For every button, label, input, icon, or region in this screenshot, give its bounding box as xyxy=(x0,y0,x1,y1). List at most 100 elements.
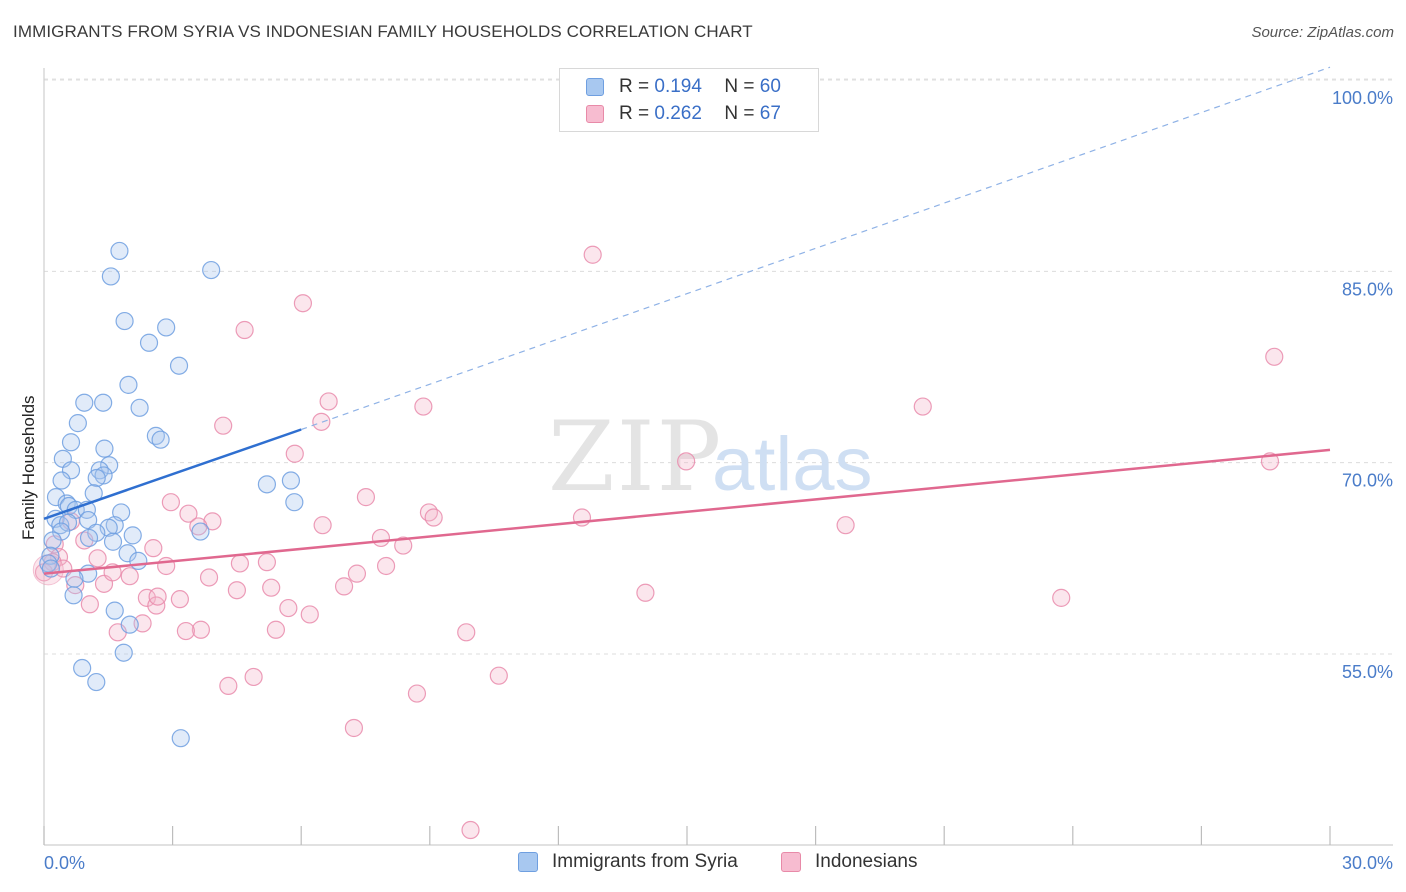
indonesians-point-38[interactable] xyxy=(120,567,139,586)
syria-point-52[interactable] xyxy=(65,569,84,588)
indonesians-point-58[interactable] xyxy=(457,623,476,642)
syria-point-0[interactable] xyxy=(110,241,129,261)
indonesians-point-50[interactable] xyxy=(80,595,99,614)
indonesians-point-45[interactable] xyxy=(636,583,655,602)
syria-point-53[interactable] xyxy=(64,586,83,605)
indonesians-point-61[interactable] xyxy=(219,676,238,695)
syria-point-6[interactable] xyxy=(169,356,189,375)
syria-point-18[interactable] xyxy=(61,461,81,480)
syria-point-2[interactable] xyxy=(202,260,221,280)
indonesians-point-31[interactable] xyxy=(257,553,277,572)
syria-point-56[interactable] xyxy=(114,643,133,662)
syria-point-58[interactable] xyxy=(87,672,106,692)
indonesians-point-27[interactable] xyxy=(144,539,163,558)
indonesians-point-29[interactable] xyxy=(88,549,107,568)
syria-point-22[interactable] xyxy=(52,471,71,490)
indonesians-legend-swatch xyxy=(781,852,801,872)
syria-point-34[interactable] xyxy=(79,510,98,530)
indonesians-point-7[interactable] xyxy=(312,412,331,431)
indonesians-point-9[interactable] xyxy=(285,444,304,463)
indonesians-point-60[interactable] xyxy=(244,667,263,687)
indonesians-point-63[interactable] xyxy=(344,718,364,738)
indonesians-points xyxy=(32,245,1284,840)
indonesians-point-66[interactable] xyxy=(148,587,167,606)
r-label: R = xyxy=(619,76,650,97)
indonesians-point-10[interactable] xyxy=(677,452,696,471)
syria-point-13[interactable] xyxy=(151,430,170,449)
syria-trend-line xyxy=(43,428,302,520)
indonesians-point-8[interactable] xyxy=(214,416,233,435)
indonesians-point-19[interactable] xyxy=(313,516,332,535)
indonesians-point-44[interactable] xyxy=(227,581,246,600)
syria-point-49[interactable] xyxy=(39,554,58,573)
indonesians-point-64[interactable] xyxy=(461,820,480,840)
syria-point-55[interactable] xyxy=(120,615,139,634)
indonesians-legend-label: Indonesians xyxy=(815,851,918,872)
indonesians-point-34[interactable] xyxy=(376,556,396,576)
syria-point-15[interactable] xyxy=(95,439,114,458)
indonesians-point-43[interactable] xyxy=(262,578,281,597)
syria-point-28[interactable] xyxy=(285,493,304,512)
indonesians-point-53[interactable] xyxy=(133,614,152,633)
syria-point-8[interactable] xyxy=(75,393,94,412)
y-tick-label-3: 100.0% xyxy=(1332,88,1393,108)
syria-point-21[interactable] xyxy=(87,468,106,488)
indonesians-point-4[interactable] xyxy=(319,392,338,411)
syria-point-5[interactable] xyxy=(139,333,159,352)
syria-point-1[interactable] xyxy=(101,267,120,286)
syria-point-3[interactable] xyxy=(115,311,134,331)
indonesians-point-39[interactable] xyxy=(199,568,219,587)
syria-point-10[interactable] xyxy=(130,398,149,417)
syria-point-4[interactable] xyxy=(157,318,176,337)
syria-point-17[interactable] xyxy=(100,456,119,475)
series-legend-indonesians[interactable]: Indonesians xyxy=(781,851,917,873)
syria-point-23[interactable] xyxy=(281,471,301,490)
series-legend-syria[interactable]: Immigrants from Syria xyxy=(518,851,738,873)
indonesians-point-24[interactable] xyxy=(394,536,413,555)
indonesians-point-1[interactable] xyxy=(293,294,313,313)
indonesians-point-17[interactable] xyxy=(424,508,443,527)
indonesians-point-51[interactable] xyxy=(279,598,298,618)
indonesians-point-32[interactable] xyxy=(230,554,250,573)
syria-point-43[interactable] xyxy=(123,526,142,545)
indonesians-n-value: 67 xyxy=(759,103,781,124)
syria-point-7[interactable] xyxy=(119,375,138,394)
indonesians-point-33[interactable] xyxy=(157,556,176,576)
indonesians-point-57[interactable] xyxy=(266,620,286,639)
indonesians-point-55[interactable] xyxy=(191,620,210,639)
indonesians-point-37[interactable] xyxy=(347,564,367,583)
syria-point-48[interactable] xyxy=(129,551,148,570)
indonesians-point-5[interactable] xyxy=(414,397,433,416)
indonesians-point-59[interactable] xyxy=(489,666,508,685)
indonesians-point-0[interactable] xyxy=(583,245,602,264)
indonesians-point-48[interactable] xyxy=(170,590,189,609)
syria-point-45[interactable] xyxy=(103,532,123,551)
syria-point-11[interactable] xyxy=(68,414,87,433)
indonesians-point-52[interactable] xyxy=(300,605,319,624)
indonesians-point-6[interactable] xyxy=(913,397,932,416)
indonesians-point-18[interactable] xyxy=(836,516,855,535)
n-label: N = xyxy=(724,76,755,97)
indonesians-point-2[interactable] xyxy=(235,320,254,340)
indonesians-point-3[interactable] xyxy=(1265,347,1284,366)
syria-point-26[interactable] xyxy=(46,488,66,507)
indonesians-point-56[interactable] xyxy=(176,621,195,641)
syria-point-9[interactable] xyxy=(94,393,113,412)
syria-point-54[interactable] xyxy=(105,601,124,620)
indonesians-point-12[interactable] xyxy=(356,488,376,507)
syria-point-42[interactable] xyxy=(79,528,99,548)
y-axis-label: Family Households xyxy=(19,395,38,540)
indonesians-point-23[interactable] xyxy=(371,528,391,548)
indonesians-point-42[interactable] xyxy=(334,577,354,596)
indonesians-point-13[interactable] xyxy=(161,493,180,512)
indonesians-point-20[interactable] xyxy=(203,512,222,531)
indonesians-point-15[interactable] xyxy=(179,504,198,523)
indonesians-point-62[interactable] xyxy=(407,684,427,703)
syria-point-40[interactable] xyxy=(191,522,210,541)
syria-point-14[interactable] xyxy=(61,433,81,452)
syria-point-57[interactable] xyxy=(73,658,92,678)
syria-point-59[interactable] xyxy=(171,729,190,748)
indonesians-point-46[interactable] xyxy=(1052,588,1071,607)
syria-point-44[interactable] xyxy=(43,531,62,550)
syria-point-24[interactable] xyxy=(257,475,277,494)
